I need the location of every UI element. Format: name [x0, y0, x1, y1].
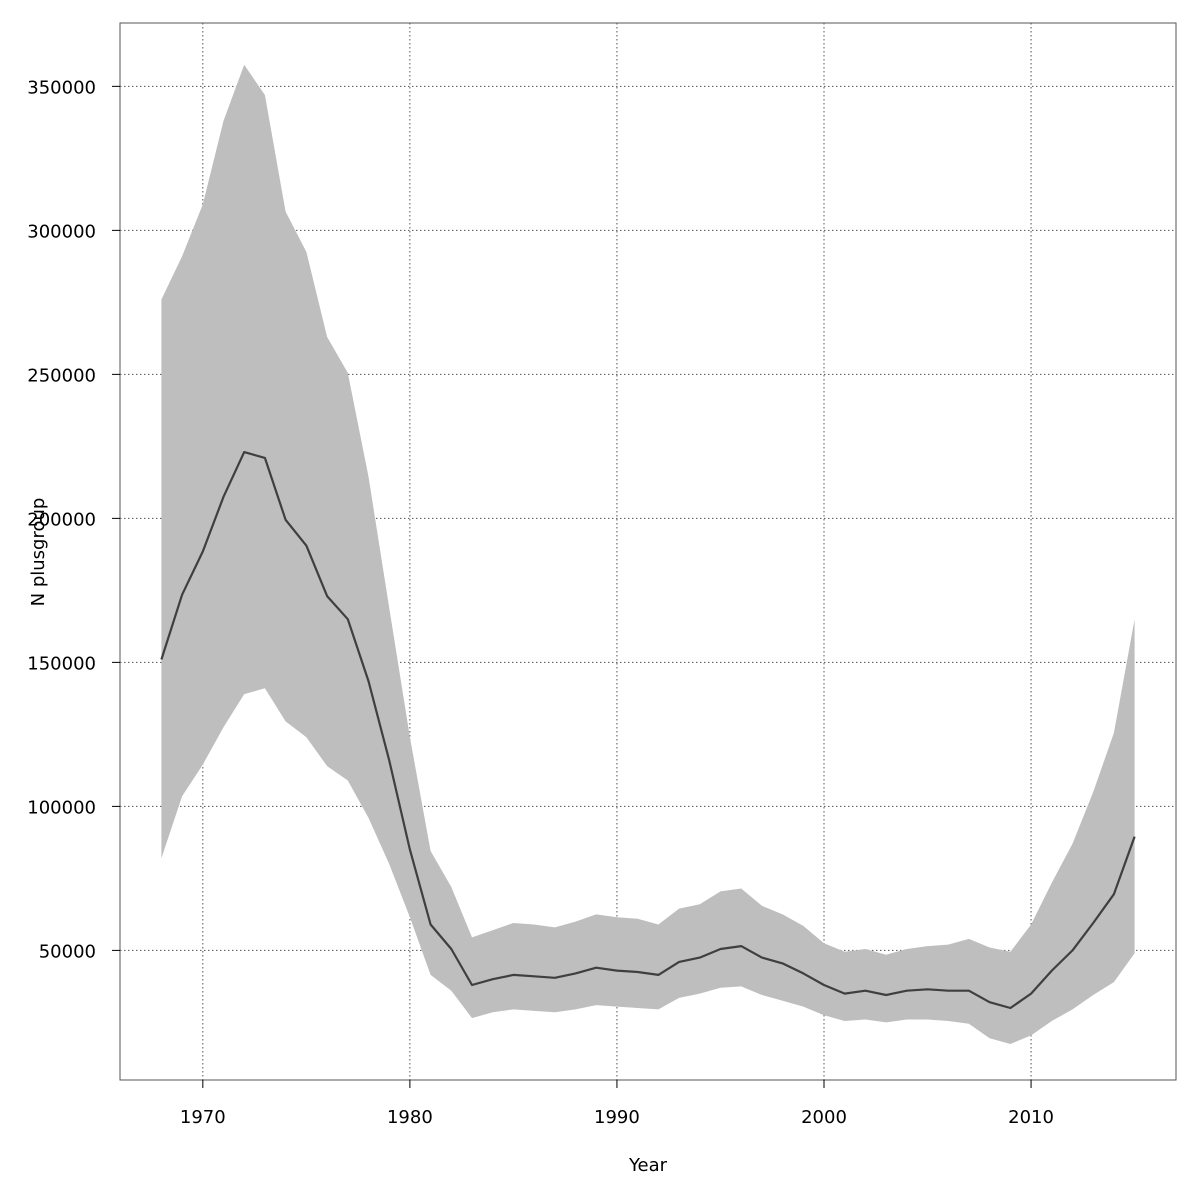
- x-tick-label: 2000: [801, 1107, 847, 1128]
- y-tick-label: 150000: [27, 653, 96, 674]
- confidence-band: [161, 64, 1135, 1045]
- x-axis-title: Year: [628, 1155, 668, 1176]
- y-axis: 50000 100000 150000 200000 250000 300000 35000…: [27, 77, 120, 962]
- y-tick-label: 250000: [27, 365, 96, 386]
- y-tick-label: 300000: [27, 221, 96, 242]
- x-tick-label: 2010: [1008, 1107, 1054, 1128]
- x-tick-label: 1980: [387, 1107, 433, 1128]
- y-tick-label: 100000: [27, 797, 96, 818]
- y-tick-label: 350000: [27, 77, 96, 98]
- x-tick-label: 1970: [180, 1107, 226, 1128]
- plot-frame: [119, 22, 1177, 1081]
- median-line: [160, 451, 1136, 1010]
- y-axis-title: N plusgroup: [28, 498, 49, 607]
- x-tick-label: 1990: [594, 1107, 640, 1128]
- y-tick-label: 200000: [27, 509, 96, 530]
- y-tick-label: 50000: [39, 941, 96, 962]
- x-axis: 1970 1980 1990 2000 2010: [180, 1080, 1054, 1128]
